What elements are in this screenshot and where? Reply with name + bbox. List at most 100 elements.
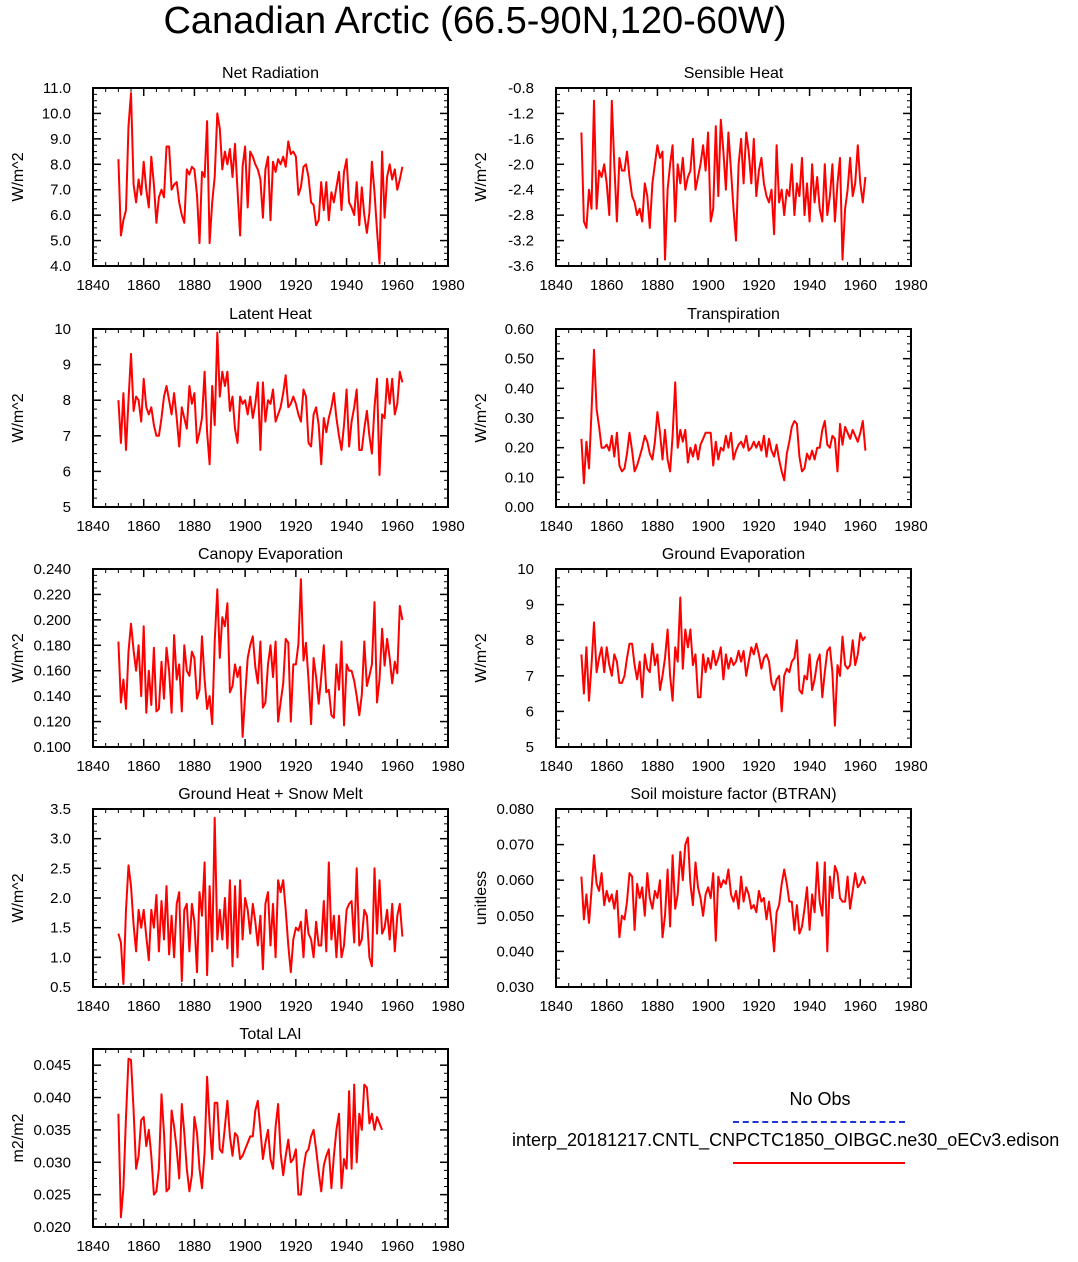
- x-tick-label: 1880: [178, 518, 211, 535]
- y-tick-label: -0.8: [508, 80, 534, 97]
- x-tick-label: 1940: [793, 998, 826, 1015]
- y-tick-label: 0.30: [505, 410, 534, 427]
- x-tick-label: 1880: [641, 758, 674, 775]
- panel-title: Net Radiation: [222, 65, 319, 82]
- y-tick-label: 0.00: [505, 499, 534, 516]
- x-tick-label: 1920: [742, 998, 775, 1015]
- x-tick-label: 1940: [330, 758, 363, 775]
- y-tick-label: 8: [63, 392, 71, 409]
- y-tick-label: 5: [526, 739, 534, 756]
- x-tick-label: 1960: [381, 758, 414, 775]
- y-tick-label: -2.8: [508, 207, 534, 224]
- panel-8: Total LAI 1840 1860 1880 1900 1920 1940 1960 198…: [10, 1026, 465, 1255]
- x-tick-label: 1920: [279, 1238, 312, 1255]
- x-tick-label: 1840: [76, 758, 109, 775]
- series-line: [117, 331, 404, 476]
- x-tick-label: 1920: [742, 518, 775, 535]
- y-tick-label: 1.5: [50, 920, 71, 937]
- y-tick-label: 0.10: [505, 469, 534, 486]
- x-tick-label: 1960: [844, 998, 877, 1015]
- y-tick-label: 0.060: [496, 872, 534, 889]
- x-tick-label: 1960: [381, 277, 414, 294]
- x-tick-label: 1860: [127, 518, 160, 535]
- series-line: [580, 836, 867, 953]
- y-tick-label: 0.140: [33, 688, 71, 705]
- x-tick-label: 1860: [590, 518, 623, 535]
- x-tick-label: 1980: [431, 1238, 464, 1255]
- y-tick-label: 2.0: [50, 890, 71, 907]
- x-tick-label: 1880: [178, 758, 211, 775]
- panel-title: Sensible Heat: [684, 65, 784, 82]
- y-axis-label: W/m^2: [10, 873, 27, 922]
- y-axis-label: W/m^2: [473, 633, 490, 682]
- y-tick-label: 0.20: [505, 440, 534, 457]
- y-tick-label: 0.035: [33, 1122, 71, 1139]
- y-tick-label: 0.5: [50, 979, 71, 996]
- y-tick-label: 7: [526, 668, 534, 685]
- panel-title: Ground Heat + Snow Melt: [178, 786, 363, 803]
- legend-run-swatch: [733, 1162, 905, 1164]
- series-line: [117, 92, 404, 265]
- y-tick-label: 0.030: [496, 979, 534, 996]
- x-tick-label: 1960: [844, 277, 877, 294]
- panel-3: Transpiration 1840 1860 1880 1900 1920 1940 196…: [473, 306, 928, 535]
- x-tick-label: 1900: [691, 758, 724, 775]
- series-line: [117, 1057, 384, 1219]
- y-tick-label: 0.080: [496, 801, 534, 818]
- y-tick-label: 8: [526, 632, 534, 649]
- y-tick-label: 6: [526, 703, 534, 720]
- series-line: [580, 99, 867, 261]
- y-tick-label: 1.0: [50, 949, 71, 966]
- panel-title: Transpiration: [687, 306, 780, 323]
- x-tick-label: 1860: [590, 277, 623, 294]
- x-tick-label: 1900: [691, 518, 724, 535]
- y-tick-label: 0.220: [33, 586, 71, 603]
- x-tick-label: 1980: [894, 277, 927, 294]
- y-tick-label: 0.200: [33, 612, 71, 629]
- x-tick-label: 1940: [793, 518, 826, 535]
- x-tick-label: 1980: [431, 518, 464, 535]
- x-tick-label: 1980: [431, 758, 464, 775]
- x-tick-label: 1940: [793, 758, 826, 775]
- x-tick-label: 1860: [127, 998, 160, 1015]
- x-tick-label: 1940: [330, 277, 363, 294]
- x-tick-label: 1960: [844, 758, 877, 775]
- x-tick-label: 1920: [279, 277, 312, 294]
- panel-1: Sensible Heat 1840 1860 1880 1900 1920 1940 196…: [473, 65, 928, 294]
- x-tick-label: 1880: [641, 998, 674, 1015]
- y-tick-label: 0.40: [505, 380, 534, 397]
- y-tick-label: 4.0: [50, 258, 71, 275]
- x-tick-label: 1960: [381, 518, 414, 535]
- panel-title: Soil moisture factor (BTRAN): [630, 786, 836, 803]
- y-tick-label: -1.6: [508, 131, 534, 148]
- y-tick-label: 0.240: [33, 561, 71, 578]
- x-tick-label: 1840: [539, 758, 572, 775]
- plot-frame: [92, 328, 449, 508]
- x-tick-label: 1900: [228, 998, 261, 1015]
- panel-2: Latent Heat 1840 1860 1880 1900 1920 1940 1960 1…: [10, 306, 465, 535]
- panel-title: Canopy Evaporation: [198, 546, 343, 563]
- x-tick-label: 1960: [844, 518, 877, 535]
- x-tick-label: 1920: [279, 998, 312, 1015]
- y-tick-label: 0.045: [33, 1057, 71, 1074]
- y-tick-label: 11.0: [43, 80, 71, 97]
- x-tick-label: 1840: [76, 998, 109, 1015]
- x-tick-label: 1920: [742, 758, 775, 775]
- x-tick-label: 1860: [590, 998, 623, 1015]
- x-tick-label: 1860: [590, 758, 623, 775]
- x-tick-label: 1940: [330, 518, 363, 535]
- x-tick-label: 1860: [127, 277, 160, 294]
- panel-7: Soil moisture factor (BTRAN) 1840 1860 1880…: [473, 786, 928, 1015]
- x-tick-label: 1920: [279, 758, 312, 775]
- x-tick-label: 1980: [431, 277, 464, 294]
- y-tick-label: 0.070: [496, 837, 534, 854]
- y-tick-label: 3.5: [50, 801, 71, 818]
- y-tick-label: 0.030: [33, 1154, 71, 1171]
- x-tick-label: 1940: [793, 277, 826, 294]
- y-tick-label: 5: [63, 499, 71, 516]
- y-tick-label: 0.040: [33, 1090, 71, 1107]
- panel-title: Ground Evaporation: [662, 546, 805, 563]
- y-tick-label: 7: [63, 428, 71, 445]
- series-line: [117, 816, 404, 985]
